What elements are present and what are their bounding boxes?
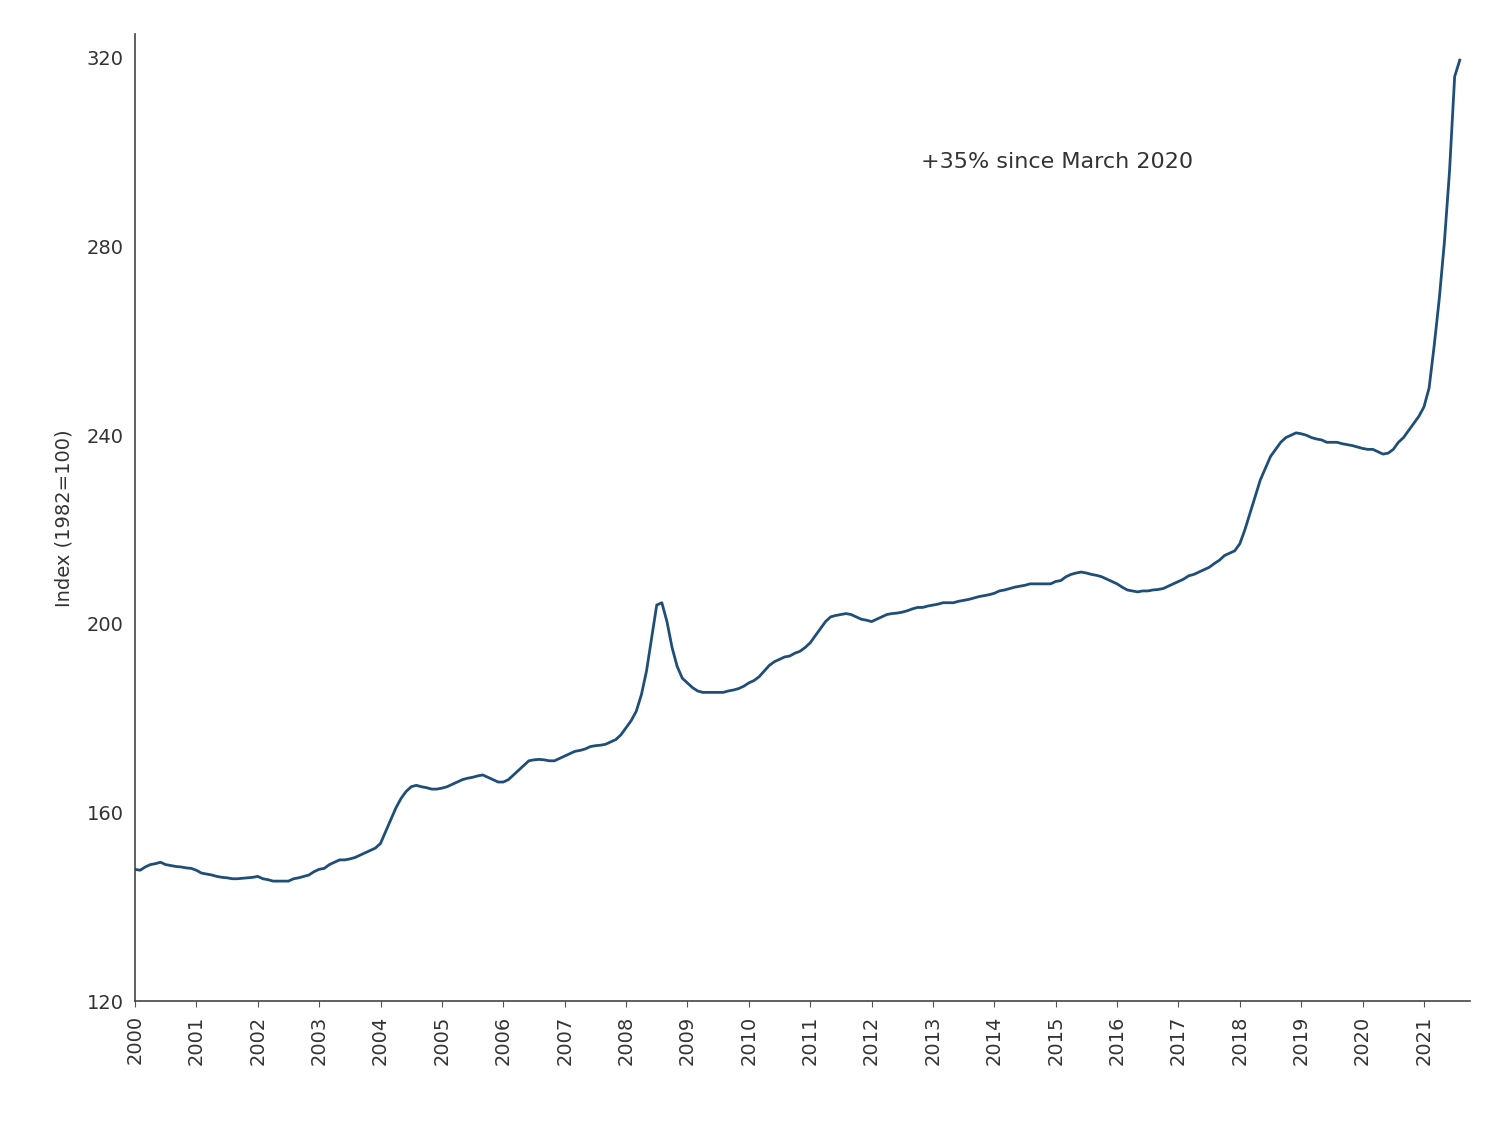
Text: +35% since March 2020: +35% since March 2020 [921,151,1192,172]
Y-axis label: Index (1982=100): Index (1982=100) [54,429,74,607]
